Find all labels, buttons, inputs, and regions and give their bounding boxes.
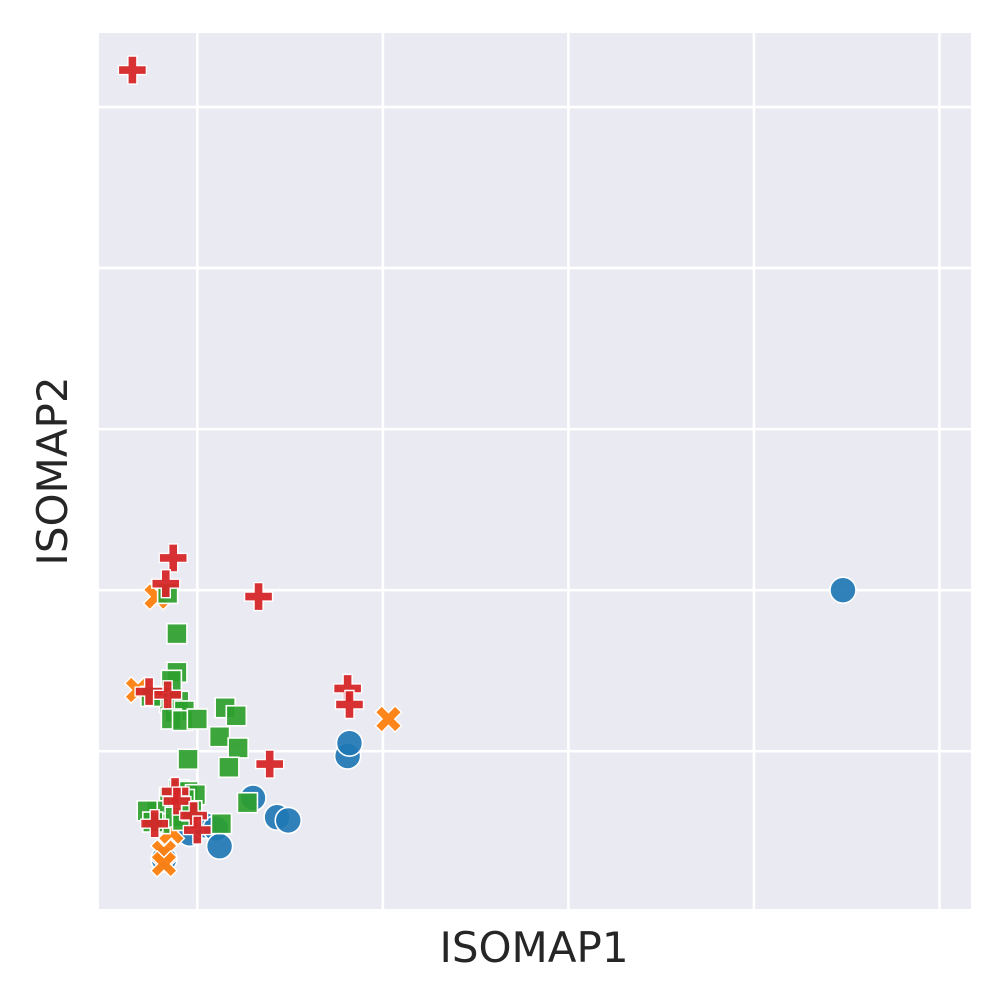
data-point-plus — [334, 689, 365, 720]
data-point-circle — [205, 832, 234, 860]
plot-background — [99, 33, 971, 909]
data-point-x — [374, 704, 403, 734]
data-point-square — [210, 812, 233, 835]
data-point-square — [225, 704, 248, 727]
data-point-square — [236, 791, 259, 814]
data-point-circle — [274, 806, 303, 835]
data-point-square — [166, 622, 188, 645]
x-axis-label: ISOMAP1 — [439, 923, 628, 972]
grid — [99, 33, 971, 909]
data-point-plus — [158, 543, 188, 573]
data-point-plus — [139, 808, 170, 839]
data-point-square — [218, 756, 240, 779]
data-point-plus — [243, 581, 274, 612]
data-point-square — [208, 725, 231, 748]
data-point-plus — [151, 569, 181, 599]
y-axis-label: ISOMAP2 — [28, 376, 77, 565]
data-point-circle — [829, 576, 857, 604]
data-point-plus — [117, 55, 148, 85]
data-point-plus — [134, 676, 164, 707]
data-point-plus — [182, 815, 213, 845]
data-point-plus — [152, 680, 183, 710]
data-point-plus — [254, 749, 285, 779]
data-point-x — [149, 849, 179, 878]
data-point-circle — [335, 729, 364, 757]
data-point-square — [177, 748, 199, 771]
data-points — [117, 55, 857, 878]
data-point-square — [186, 708, 209, 730]
data-point-square — [227, 737, 249, 759]
